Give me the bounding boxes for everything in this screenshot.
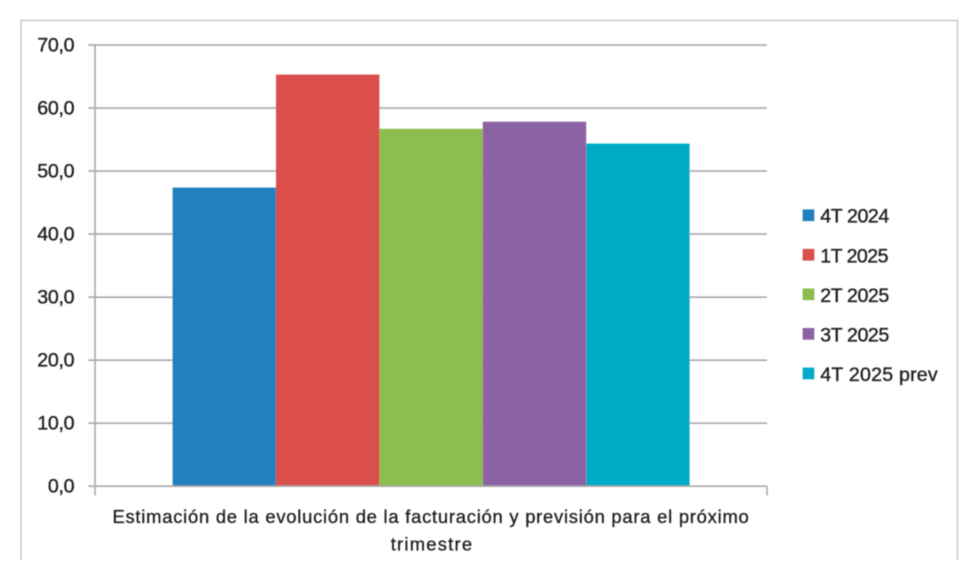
svg-text:50,0: 50,0 <box>37 161 74 183</box>
svg-text:30,0: 30,0 <box>37 287 74 309</box>
svg-text:40,0: 40,0 <box>37 224 74 246</box>
svg-text:2T 2025: 2T 2025 <box>820 285 889 307</box>
svg-text:0,0: 0,0 <box>48 476 75 498</box>
svg-text:60,0: 60,0 <box>37 98 74 120</box>
svg-text:Estimación de la evolución de: Estimación de la evolución de la factura… <box>112 506 748 527</box>
svg-text:20,0: 20,0 <box>37 350 74 372</box>
svg-text:1T 2025: 1T 2025 <box>820 245 888 267</box>
svg-text:70,0: 70,0 <box>37 35 74 57</box>
svg-text:4T 2025 prev: 4T 2025 prev <box>820 364 938 386</box>
svg-text:4T 2024: 4T 2024 <box>820 206 889 228</box>
svg-text:trimestre: trimestre <box>391 533 472 554</box>
svg-text:10,0: 10,0 <box>37 413 74 435</box>
svg-text:3T 2025: 3T 2025 <box>820 324 889 346</box>
